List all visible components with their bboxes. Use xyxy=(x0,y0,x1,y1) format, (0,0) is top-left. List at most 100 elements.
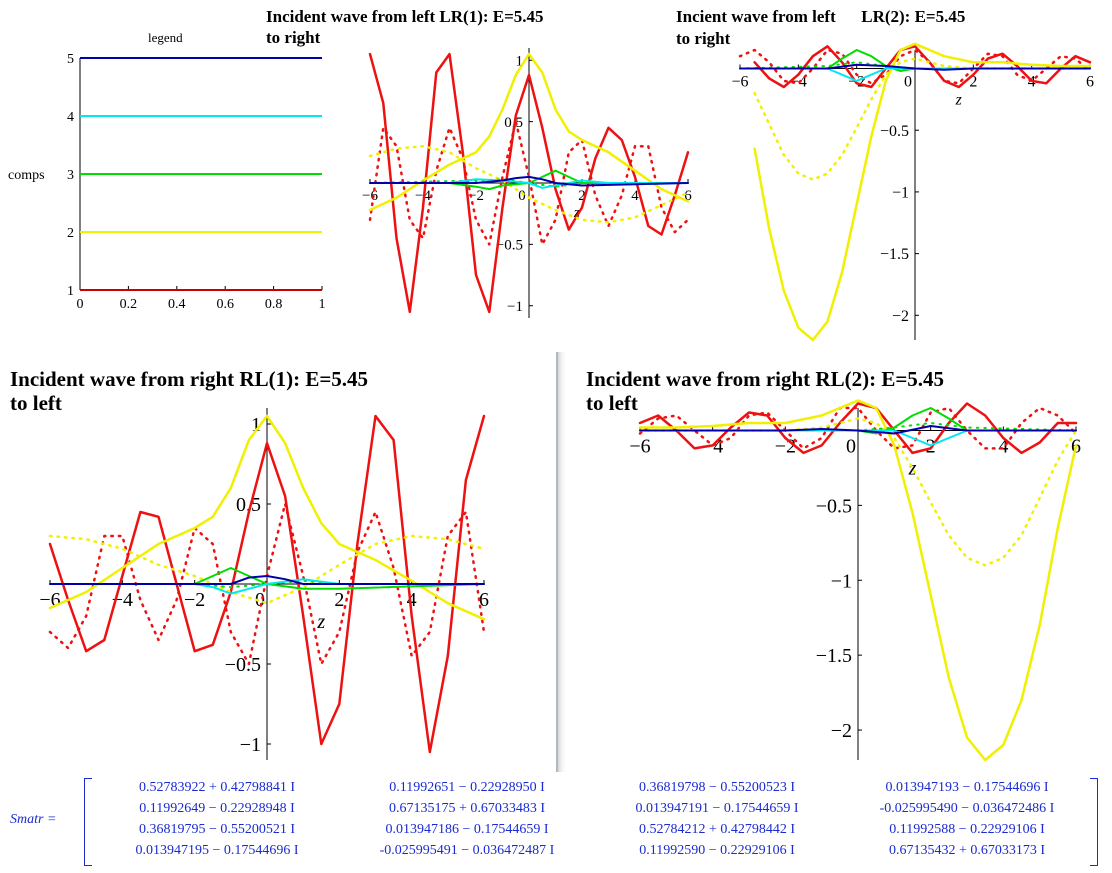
legend-y-tick-label: 1 xyxy=(67,284,74,299)
matrix-cell: 0.013947195 − 0.17544696 I xyxy=(135,843,299,858)
lr1-x-tick-label: 0 xyxy=(518,188,526,204)
rl2-x-tick-label: −6 xyxy=(629,435,650,457)
legend-y-tick-label: 5 xyxy=(67,52,74,67)
lr2-y-tick-label: −0.5 xyxy=(880,123,909,140)
lr2-series-1 xyxy=(753,45,1092,89)
matrix-cell: 0.36819795 − 0.55200521 I xyxy=(138,822,296,837)
rl1-y-tick-label: −1 xyxy=(240,734,261,756)
lr1-x-tick-label: 6 xyxy=(684,188,692,204)
legend-y-tick-label: 2 xyxy=(67,226,74,241)
lr2-y-tick-label: −1.5 xyxy=(880,246,909,263)
s-matrix-label: Smatr = xyxy=(10,812,57,827)
rl1-x-tick-label: −2 xyxy=(184,589,205,611)
lr2-y-tick-label: −2 xyxy=(892,308,909,325)
lr1-series-3 xyxy=(368,52,690,212)
rl2-x-tick-label: 4 xyxy=(998,435,1008,457)
legend-y-label: comps xyxy=(8,168,45,183)
lr2-x-tick-label: −6 xyxy=(731,74,748,91)
matrix-row: 0.013947195 − 0.17544696 I -0.025995491 −… xyxy=(92,843,1088,864)
legend-x-tick-label: 0.6 xyxy=(216,297,234,312)
matrix-cell: 0.11992588 − 0.22929106 I xyxy=(889,822,1045,837)
matrix-cell: 0.52784212 + 0.42798442 I xyxy=(638,822,796,837)
matrix-cell: 0.67135432 + 0.67033173 I xyxy=(888,843,1046,858)
rl2-x-label: z xyxy=(908,457,917,479)
matrix-left-bracket xyxy=(84,778,92,866)
matrix-cell: 0.52783922 + 0.42798841 I xyxy=(138,780,296,795)
matrix-cell: 0.013947193 − 0.17544696 I xyxy=(885,780,1049,795)
panel-divider xyxy=(556,352,566,772)
rl1-title-line2: to left xyxy=(10,391,62,415)
matrix-cell: 0.11992590 − 0.22929106 I xyxy=(639,843,795,858)
s-matrix: Smatr = 0.52783922 + 0.42798841 I 0.11992… xyxy=(8,776,1104,868)
matrix-right-bracket xyxy=(1090,778,1098,866)
lr1-x-tick-label: −2 xyxy=(468,188,484,204)
lr1-y-tick-label: −0.5 xyxy=(496,238,523,254)
legend-y-tick-label: 3 xyxy=(67,168,74,183)
lr1-series-8 xyxy=(369,175,689,187)
rl1-title-line1: Incident wave from right RL(1): E=5.45 xyxy=(10,367,369,391)
matrix-cell: 0.013947191 − 0.17544659 I xyxy=(635,801,799,816)
matrix-cell: -0.025995490 − 0.036472486 I xyxy=(879,801,1055,816)
rl2-y-tick-label: −1.5 xyxy=(816,645,852,667)
rl1-x-tick-label: 6 xyxy=(479,589,489,611)
rl1-series-4 xyxy=(48,534,486,605)
lr1-x-tick-label: −6 xyxy=(362,188,378,204)
lr1-title-line1: Incident wave from left LR(1): E=5.45 xyxy=(266,7,544,26)
lr1-x-tick-label: 2 xyxy=(578,188,586,204)
rl1-x-tick-label: 2 xyxy=(334,589,344,611)
rl1-y-tick-label: 0.5 xyxy=(236,494,261,516)
lr1-series-1 xyxy=(368,52,690,314)
panel-divider-line xyxy=(556,352,558,772)
legend-y-tick-label: 4 xyxy=(67,110,74,125)
lr2-x-tick-label: 6 xyxy=(1086,74,1094,91)
lr2-title-line1: Incient wave from left LR(2): E=5.45 xyxy=(676,7,966,26)
rl1-series-7 xyxy=(49,578,485,595)
legend-x-tick-label: 1 xyxy=(319,297,326,312)
matrix-row: 0.11992649 − 0.22928948 I 0.67135175 + 0.… xyxy=(92,801,1088,822)
legend-x-tick-label: 0.8 xyxy=(265,297,283,312)
lr1-title-line2: to right xyxy=(266,28,321,47)
lr1-x-tick-label: 4 xyxy=(631,188,639,204)
rl2-title-line2: to left xyxy=(586,391,638,415)
rl2-y-tick-label: −2 xyxy=(831,720,852,742)
matrix-cell: 0.67135175 + 0.67033483 I xyxy=(388,801,546,816)
rl2-x-tick-label: 0 xyxy=(846,435,856,457)
rl2-title-line1: Incident wave from right RL(2): E=5.45 xyxy=(586,367,945,391)
lr2-series-2 xyxy=(738,48,1092,85)
lr1-series-4 xyxy=(368,144,690,224)
matrix-row: 0.52783922 + 0.42798841 I 0.11992651 − 0.… xyxy=(92,780,1088,801)
lr2-x-tick-label: 0 xyxy=(904,74,912,91)
rl2-y-tick-label: −0.5 xyxy=(816,495,852,517)
legend-x-tick-label: 0.4 xyxy=(168,297,186,312)
matrix-cell: 0.36819798 − 0.55200523 I xyxy=(638,780,796,795)
matrix-cell: 0.11992651 − 0.22928950 I xyxy=(389,780,545,795)
rl2-series-3 xyxy=(638,399,1078,762)
lr2-series-8 xyxy=(739,63,1091,71)
lr2-x-label: z xyxy=(955,92,963,109)
matrix-cell: -0.025995491 − 0.036472487 I xyxy=(379,843,555,858)
rl1-x-label: z xyxy=(316,611,325,633)
legend-x-tick-label: 0.2 xyxy=(120,297,138,312)
lr1-series-2 xyxy=(368,120,690,246)
lr1-y-tick-label: 1 xyxy=(516,54,524,70)
rl1-x-tick-label: 0 xyxy=(255,589,265,611)
rl1-series-5 xyxy=(49,567,485,590)
lr1-series-7 xyxy=(369,178,689,189)
legend-x-tick-label: 0 xyxy=(77,297,84,312)
lr1-y-tick-label: −1 xyxy=(507,299,523,315)
legend-title: legend xyxy=(148,30,183,45)
lr2-title-line2: to right xyxy=(676,29,731,48)
rl1-series-8 xyxy=(49,575,485,585)
rl2-series-2 xyxy=(638,406,1078,450)
rl1-series-3 xyxy=(48,414,486,621)
matrix-cell: 0.11992649 − 0.22928948 I xyxy=(139,801,295,816)
lr2-series-3 xyxy=(753,42,1092,342)
rl1-y-tick-label: 1 xyxy=(251,414,261,436)
lr1-x-label: z xyxy=(573,205,580,221)
rl1-x-tick-label: 4 xyxy=(407,589,417,611)
rl2-y-tick-label: −1 xyxy=(831,570,852,592)
rl1-y-tick-label: −0.5 xyxy=(225,654,261,676)
lr2-x-tick-label: 2 xyxy=(969,74,977,91)
lr2-y-tick-label: −1 xyxy=(892,185,909,202)
